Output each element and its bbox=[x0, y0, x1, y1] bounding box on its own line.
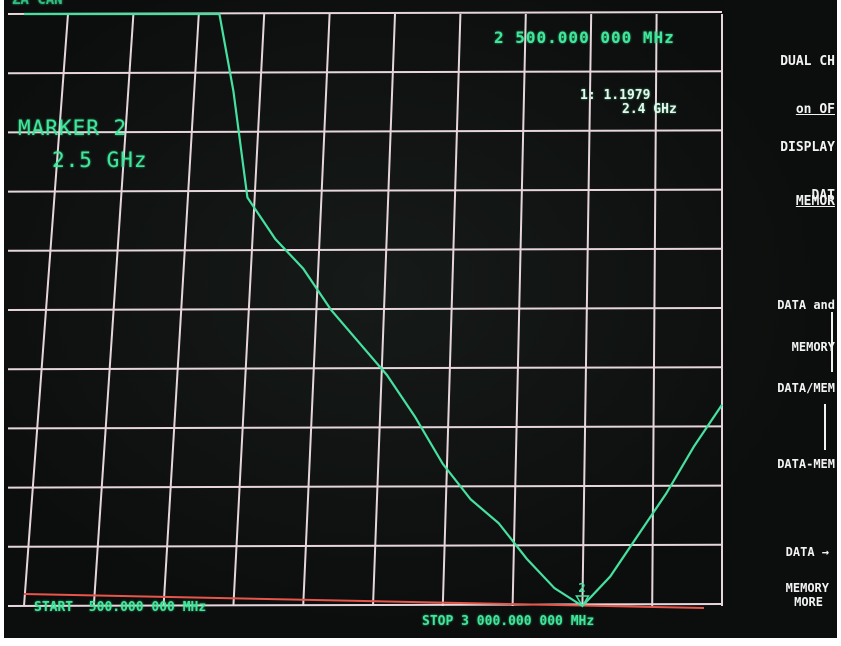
grid-horizontal-line bbox=[7, 129, 723, 134]
softkey-more[interactable]: MORE bbox=[794, 595, 823, 609]
reference-marker-value: 1: 1.1979 bbox=[580, 88, 651, 103]
softkey-data-div-mem[interactable]: DATA/MEM bbox=[777, 381, 835, 395]
grid-vertical-line bbox=[651, 13, 658, 607]
baseline bbox=[23, 593, 705, 609]
softkey-display[interactable]: DISPLAY DAT bbox=[780, 108, 835, 236]
softkey-separator bbox=[831, 312, 833, 372]
analyzer-screen: 2 ZA CAN 2 500.000 000 MHz 1: 1.1979 2.4… bbox=[4, 0, 837, 638]
softkey-dual-chan[interactable]: DUAL CH on OF bbox=[780, 22, 835, 150]
softkey-display-line2: DAT bbox=[811, 188, 835, 203]
grid-horizontal-line bbox=[7, 484, 723, 489]
grid-horizontal-line bbox=[7, 425, 723, 430]
marker-value: 2.5 GHz bbox=[52, 148, 148, 172]
stop-frequency: STOP 3 000.000 000 MHz bbox=[422, 614, 595, 629]
softkey-dual-chan-line1: DUAL CH bbox=[780, 54, 835, 69]
reference-marker-frequency: 2.4 GHz bbox=[622, 102, 677, 117]
softkey-dual-chan-line2: on OF bbox=[795, 102, 835, 117]
graticule bbox=[7, 11, 723, 607]
grid-horizontal-line bbox=[7, 188, 723, 193]
marker-frequency-readout: 2 500.000 000 MHz bbox=[494, 28, 675, 47]
marker-label: MARKER 2 bbox=[18, 116, 128, 140]
grid-horizontal-line bbox=[7, 307, 723, 311]
softkey-data-and-memory[interactable]: DATA and MEMORY bbox=[777, 270, 835, 382]
softkey-data-and-memory-line1: DATA and bbox=[777, 298, 835, 312]
trace-plot: 2 bbox=[7, 11, 723, 609]
grid-horizontal-line bbox=[7, 247, 723, 252]
softkey-separator bbox=[824, 404, 826, 450]
grid-horizontal-line bbox=[7, 366, 723, 371]
grid-vertical-line bbox=[441, 13, 462, 607]
start-frequency: START 500.000 000 MHz bbox=[34, 600, 207, 615]
crt-glow bbox=[4, 0, 837, 638]
grid-horizontal-line bbox=[7, 543, 723, 548]
softkey-display-line1: DISPLAY bbox=[780, 140, 835, 155]
trace-line bbox=[24, 12, 723, 608]
marker-triangle bbox=[575, 595, 590, 608]
marker-2-glyph: 2 bbox=[575, 581, 590, 608]
softkey-data-to-memory-line1: DATA → bbox=[785, 545, 829, 559]
top-left-annotation: ZA CAN bbox=[12, 0, 63, 8]
grid-vertical-line bbox=[372, 13, 396, 607]
grid-horizontal-line bbox=[7, 603, 723, 607]
softkey-data-minus-mem[interactable]: DATA-MEM bbox=[777, 457, 835, 471]
softkey-data-to-memory[interactable]: DATA → MEMORY bbox=[786, 522, 829, 618]
grid-vertical-line bbox=[581, 13, 593, 607]
marker-label-glyph: 2 bbox=[578, 581, 585, 595]
grid-horizontal-line bbox=[7, 70, 723, 75]
grid-vertical-line bbox=[511, 13, 527, 607]
softkey-memory[interactable]: MEMOR bbox=[795, 194, 835, 209]
softkey-data-and-memory-line2: MEMORY bbox=[791, 340, 835, 354]
softkey-data-to-memory-line2: MEMORY bbox=[785, 581, 829, 595]
